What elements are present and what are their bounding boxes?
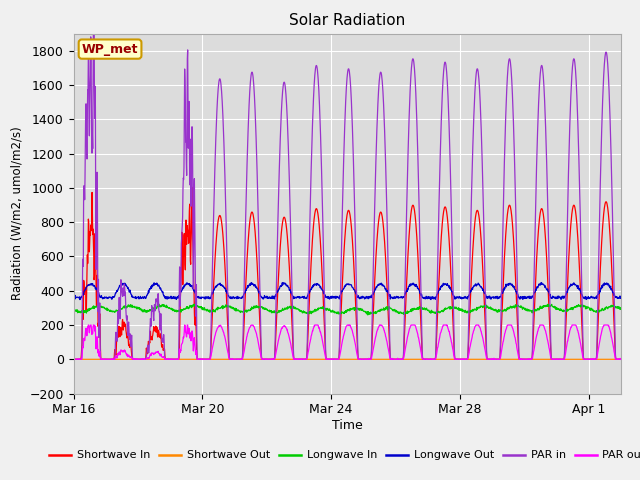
- Legend: Shortwave In, Shortwave Out, Longwave In, Longwave Out, PAR in, PAR out: Shortwave In, Shortwave Out, Longwave In…: [44, 446, 640, 465]
- PAR in: [442, 65, 450, 71]
- Longwave In: [443, 306, 451, 312]
- Text: WP_met: WP_met: [82, 43, 138, 56]
- PAR out: [84, 322, 92, 328]
- Longwave Out: [379, 282, 387, 288]
- Longwave Out: [76, 297, 84, 302]
- Shortwave Out: [318, 357, 326, 362]
- Shortwave In: [378, 214, 386, 220]
- Line: PAR out: PAR out: [74, 325, 640, 360]
- Longwave Out: [328, 294, 336, 300]
- Longwave Out: [104, 295, 112, 301]
- PAR out: [70, 356, 77, 361]
- Shortwave Out: [442, 357, 450, 362]
- Longwave In: [328, 309, 336, 315]
- Line: Longwave Out: Longwave Out: [74, 283, 640, 300]
- Longwave Out: [248, 280, 255, 286]
- PAR out: [570, 322, 578, 328]
- PAR out: [319, 340, 326, 346]
- Longwave Out: [319, 288, 326, 293]
- Longwave In: [570, 305, 578, 311]
- Line: Longwave In: Longwave In: [74, 304, 640, 315]
- Longwave In: [319, 306, 326, 312]
- PAR in: [328, 357, 336, 362]
- Shortwave Out: [70, 357, 77, 362]
- PAR in: [319, 206, 326, 212]
- Longwave Out: [443, 283, 451, 288]
- PAR out: [70, 357, 78, 362]
- Line: PAR in: PAR in: [74, 0, 640, 360]
- Longwave In: [379, 307, 387, 312]
- Title: Solar Radiation: Solar Radiation: [289, 13, 405, 28]
- Longwave In: [104, 306, 111, 312]
- Shortwave In: [70, 357, 77, 362]
- X-axis label: Time: Time: [332, 419, 363, 432]
- Shortwave Out: [570, 357, 577, 362]
- Shortwave In: [328, 357, 336, 362]
- Longwave In: [70, 307, 77, 313]
- PAR out: [443, 323, 451, 328]
- Shortwave In: [188, 184, 196, 190]
- Longwave Out: [570, 280, 578, 286]
- Shortwave In: [319, 279, 326, 285]
- Shortwave Out: [328, 357, 335, 362]
- Shortwave In: [104, 357, 111, 362]
- PAR in: [570, 57, 577, 62]
- PAR out: [105, 357, 113, 362]
- Shortwave Out: [378, 357, 386, 362]
- Y-axis label: Radiation (W/m2, umol/m2/s): Radiation (W/m2, umol/m2/s): [11, 127, 24, 300]
- PAR in: [378, 79, 386, 84]
- Longwave Out: [70, 295, 77, 301]
- PAR in: [104, 357, 112, 362]
- Longwave In: [364, 312, 372, 318]
- Longwave In: [155, 301, 163, 307]
- Shortwave In: [442, 207, 450, 213]
- PAR in: [70, 357, 77, 362]
- Line: Shortwave In: Shortwave In: [74, 187, 640, 360]
- Shortwave In: [570, 203, 577, 208]
- PAR out: [379, 324, 387, 329]
- Shortwave Out: [104, 357, 111, 362]
- PAR out: [328, 357, 336, 362]
